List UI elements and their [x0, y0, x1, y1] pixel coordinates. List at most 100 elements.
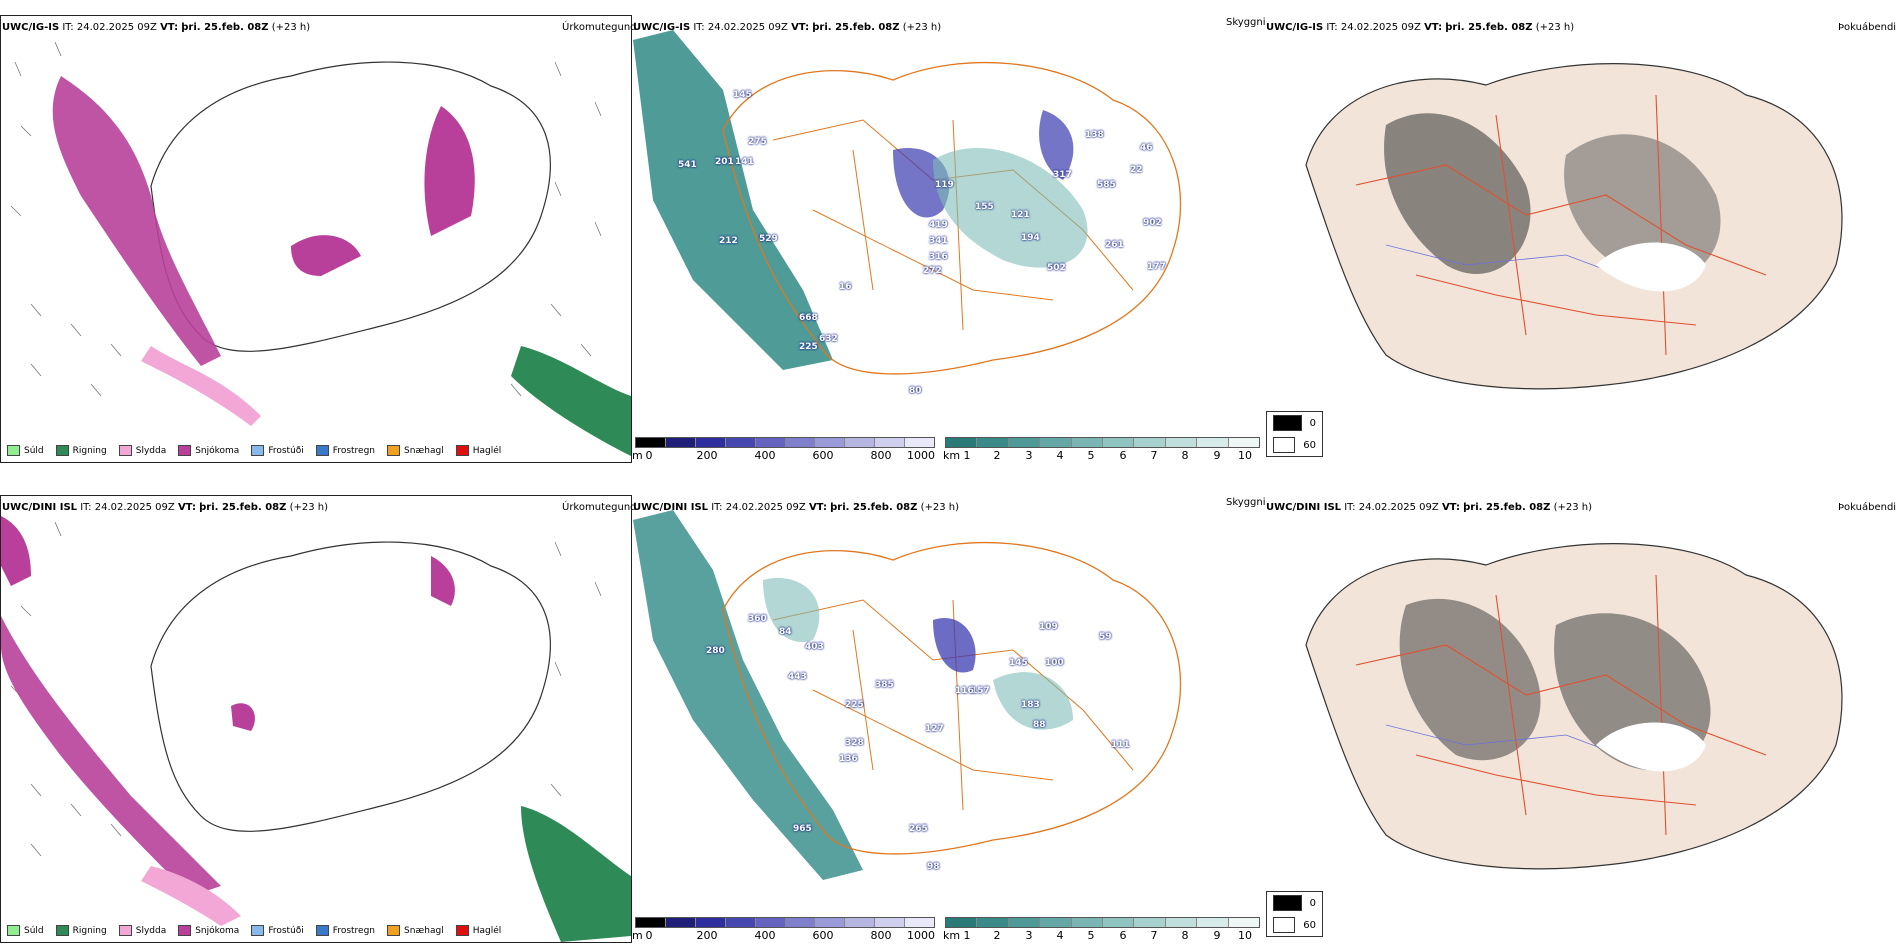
- value-label: 212: [719, 236, 738, 246]
- cloud-base-scale: [635, 917, 935, 928]
- value-label: 265: [909, 824, 928, 834]
- legend-swatch: [55, 445, 69, 456]
- legend-swatch: [178, 445, 192, 456]
- cloud-base-unit: m: [632, 929, 643, 942]
- tick-label: 4: [1056, 449, 1064, 462]
- tick-label: 9: [1213, 929, 1221, 942]
- tick-label: 8: [1181, 449, 1189, 462]
- legend-label: Frostregn: [332, 925, 376, 936]
- cloud-base-unit: m: [632, 449, 643, 462]
- tick-label: 600: [812, 929, 834, 942]
- legend-item: Frostregn: [315, 925, 376, 936]
- vt-label: VT:: [160, 22, 179, 33]
- value-label: 541: [678, 160, 697, 170]
- value-label: 16: [839, 282, 852, 292]
- value-label: 502: [1047, 263, 1066, 273]
- tick-label: 1000: [907, 929, 935, 942]
- legend-swatch: [7, 445, 20, 456]
- it-value: 24.02.2025 09Z: [76, 22, 157, 33]
- legend-label: Snjókoma: [195, 445, 240, 456]
- fog-title-top: Þokuábendi: [1838, 22, 1897, 33]
- legend-item: Frostúði: [251, 925, 304, 936]
- value-label: 419: [929, 220, 948, 230]
- value-label: 443: [788, 672, 807, 682]
- value-label: 403: [805, 642, 824, 652]
- value-label: 136: [839, 754, 858, 764]
- cloud-vis-map-top: [633, 30, 1182, 375]
- visibility-colorbar-bottom: km 1 2 3 4 5 6 7 8 9 10: [943, 917, 1260, 942]
- fog-legend-label: 0: [1309, 417, 1316, 429]
- cloud-header-top: UWC/IG-IS IT: 24.02.2025 09Z VT: þri. 25…: [633, 22, 941, 33]
- tick-label: 1000: [907, 449, 935, 462]
- legend-item: Súld: [7, 925, 44, 936]
- model-name: UWC/IG-IS: [633, 22, 691, 33]
- value-label: 100: [1045, 658, 1064, 668]
- value-label: 88: [1033, 720, 1046, 730]
- lead-time: (+23 h): [289, 502, 329, 513]
- fog-legend-label: 0: [1309, 897, 1316, 909]
- value-label: 275: [748, 137, 767, 147]
- value-label: 121: [1011, 210, 1030, 220]
- vt-label: VT:: [1441, 502, 1460, 513]
- value-label: 529: [759, 234, 778, 244]
- cloud-vis-panel-bottom: 360 84 403 280 443 385 225 328 136 965 2…: [633, 510, 1253, 915]
- value-label: 183: [1021, 700, 1040, 710]
- tick-label: 3: [1025, 929, 1033, 942]
- precip-header-top: UWC/IG-IS IT: 24.02.2025 09Z VT: þri. 25…: [2, 22, 310, 33]
- vt-label: VT:: [808, 502, 827, 513]
- legend-item: Slydda: [118, 445, 166, 456]
- value-label: 316: [929, 252, 948, 262]
- value-label: 360: [748, 614, 767, 624]
- legend-swatch: [455, 925, 469, 936]
- value-label: 59: [1099, 632, 1112, 642]
- value-label: 261: [1105, 240, 1124, 250]
- value-label: 328: [845, 738, 864, 748]
- legend-label: Súld: [24, 445, 44, 456]
- fog-legend-bottom: 0 60: [1266, 891, 1323, 937]
- visibility-scale: [945, 437, 1260, 448]
- fog-legend-label: 60: [1303, 439, 1316, 451]
- fog-legend-label: 60: [1303, 919, 1316, 931]
- tick-label: 800: [870, 449, 892, 462]
- legend-item: Snæhagl: [387, 925, 444, 936]
- legend-swatch: [251, 445, 265, 456]
- value-label: 109: [1039, 622, 1058, 632]
- tick-label: 0: [645, 929, 653, 942]
- fog-legend-row: 0: [1267, 892, 1322, 914]
- value-label: 145: [1009, 658, 1028, 668]
- value-label: 127: [925, 724, 944, 734]
- value-label: 46: [1140, 143, 1153, 153]
- legend-swatch: [118, 445, 132, 456]
- precip-header-bottom: UWC/DINI ISL IT: 24.02.2025 09Z VT: þri.…: [2, 502, 328, 513]
- visibility-scale: [945, 917, 1260, 928]
- cloud-title-top: Skyggni: [1226, 17, 1266, 28]
- value-label: 194: [1021, 233, 1040, 243]
- fog-map-top: [1305, 63, 1843, 390]
- it-value: 24.02.2025 09Z: [707, 22, 788, 33]
- tick-label: 9: [1213, 449, 1221, 462]
- legend-swatch: [455, 445, 469, 456]
- value-label: 225: [845, 700, 864, 710]
- value-label: 385: [875, 680, 894, 690]
- vt-label: VT:: [177, 502, 196, 513]
- legend-item: Snjókoma: [178, 925, 239, 936]
- model-name: UWC/DINI ISL: [1266, 502, 1342, 513]
- legend-item: Snjókoma: [178, 445, 239, 456]
- lead-time: (+23 h): [271, 22, 311, 33]
- legend-label: Frostregn: [332, 445, 376, 456]
- legend-label: Frostúði: [268, 925, 304, 936]
- fog-swatch: [1273, 415, 1302, 431]
- model-name: UWC/DINI ISL: [2, 502, 78, 513]
- legend-item: Snæhagl: [387, 445, 444, 456]
- cloud-base-scale: [635, 437, 935, 448]
- legend-swatch: [251, 925, 265, 936]
- legend-item: Haglél: [455, 445, 501, 456]
- tick-label: 2: [993, 449, 1001, 462]
- value-label: 80: [909, 386, 922, 396]
- it-value: 24.02.2025 09Z: [1358, 502, 1439, 513]
- legend-swatch: [387, 925, 401, 936]
- vt-value: þri. 25.feb. 08Z: [830, 502, 918, 513]
- fog-swatch: [1273, 917, 1296, 933]
- precip-panel-bottom: Súld Rigning Slydda Snjókoma Frostúði Fr…: [0, 495, 632, 943]
- lead-time: (+23 h): [1535, 22, 1575, 33]
